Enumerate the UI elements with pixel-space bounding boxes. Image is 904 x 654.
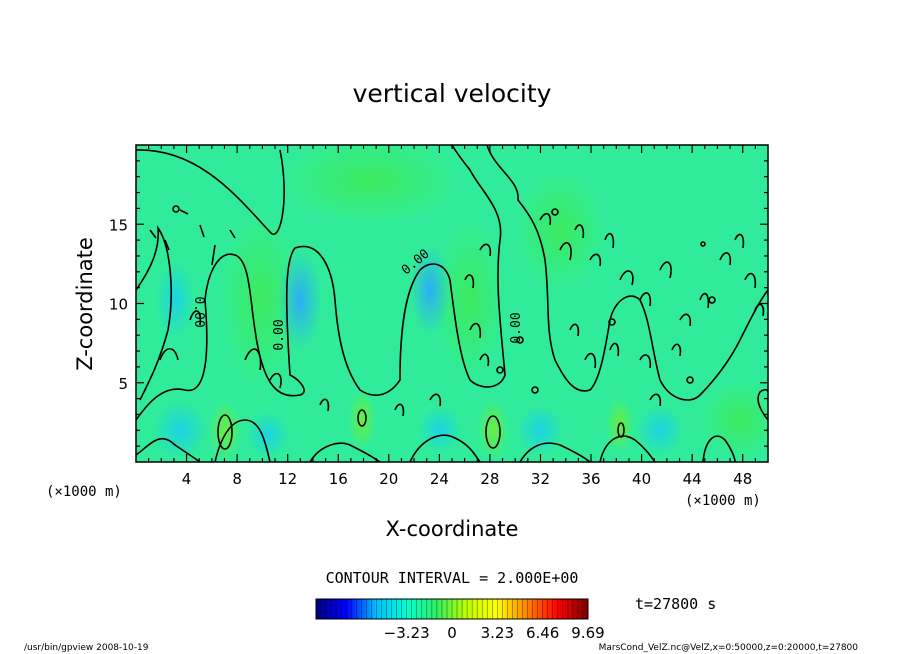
x-tick-label: 8 <box>232 470 242 488</box>
contour-label: 0.00 <box>272 319 287 350</box>
x-unit-label-left: (×1000 m) <box>46 484 122 500</box>
x-tick-label: 28 <box>480 470 499 488</box>
footer-right: MarsCond_VelZ.nc@VelZ,x=0:50000,z=0:2000… <box>599 643 859 653</box>
x-tick-label: 36 <box>581 470 600 488</box>
x-tick-label: 40 <box>632 470 651 488</box>
contour-lines <box>136 145 768 462</box>
contour-interval-label: CONTOUR INTERVAL = 2.000E+00 <box>326 569 579 587</box>
x-tick-labels: 4 8 12 16 20 24 28 32 36 40 44 48 <box>182 470 752 488</box>
axis-ticks <box>136 145 768 462</box>
x-tick-label: 12 <box>278 470 297 488</box>
y-tick-label: 5 <box>118 375 128 393</box>
x-axis-label: X-coordinate <box>386 517 519 541</box>
y-tick-labels: 5 10 15 <box>109 216 128 393</box>
time-label: t=27800 s <box>635 595 716 613</box>
x-tick-label: 32 <box>531 470 550 488</box>
colorbar-stripes <box>320 599 584 619</box>
footer-left: /usr/bin/gpview 2008-10-19 <box>24 643 149 653</box>
contour-label: 0.00 <box>191 296 206 327</box>
x-tick-label: 4 <box>182 470 192 488</box>
x-tick-label: 16 <box>329 470 348 488</box>
colorbar-tick-label: 3.23 <box>481 624 514 642</box>
heatmap-field <box>136 145 768 462</box>
colorbar-tick-label: 0 <box>447 624 457 642</box>
x-tick-label: 44 <box>683 470 702 488</box>
contour-label: 0.00 <box>509 312 524 343</box>
x-tick-label: 24 <box>430 470 449 488</box>
colorbar-tick-labels: −3.23 0 3.23 6.46 9.69 <box>384 624 605 642</box>
colorbar: −3.23 0 3.23 6.46 9.69 <box>315 598 605 642</box>
colorbar-tick-label: 6.46 <box>526 624 559 642</box>
chart-title: vertical velocity <box>353 79 552 108</box>
x-tick-label: 20 <box>379 470 398 488</box>
y-tick-label: 10 <box>109 296 128 314</box>
colorbar-tick-label: 9.69 <box>571 624 604 642</box>
y-axis-label: Z-coordinate <box>73 237 97 371</box>
y-tick-label: 15 <box>109 216 128 234</box>
x-unit-label-right: (×1000 m) <box>685 493 761 509</box>
colorbar-tick-label: −3.23 <box>384 624 430 642</box>
x-tick-label: 48 <box>733 470 752 488</box>
